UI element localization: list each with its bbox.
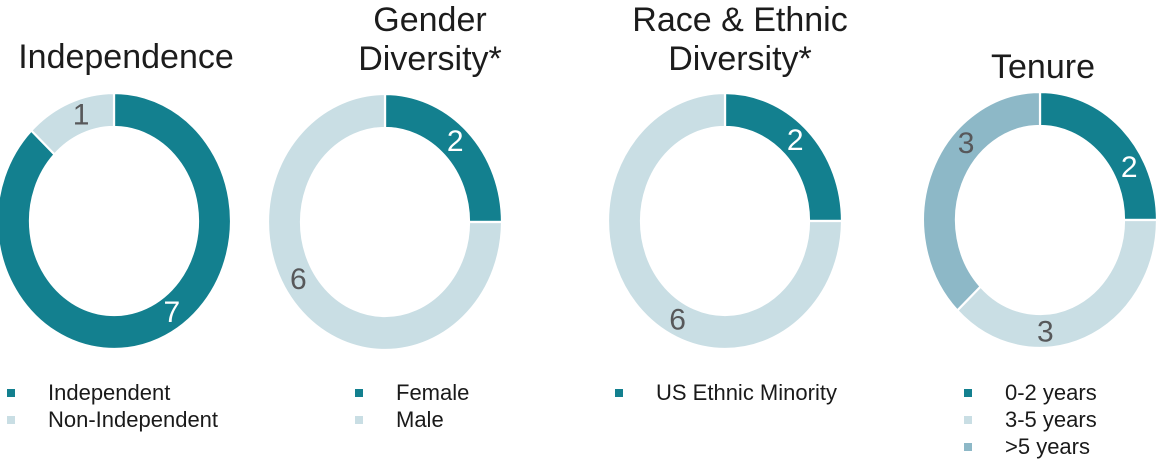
slice-value-label: 7 xyxy=(164,296,181,329)
legend-item: Independent xyxy=(7,379,218,406)
legend-gender-diversity: Female Male xyxy=(355,379,469,433)
slice-value-label: 3 xyxy=(958,127,975,160)
donut-slice-non-independent xyxy=(29,91,116,157)
legend-swatch-independent xyxy=(7,388,15,397)
slice-value-label: 6 xyxy=(290,263,307,296)
chart-title-tenure: Tenure xyxy=(991,48,1095,87)
donut-ring-gender-diversity: 26 xyxy=(266,92,504,352)
legend-tenure: 0-2 years 3-5 years >5 years xyxy=(964,379,1097,460)
legend-label-0-2-years: 0-2 years xyxy=(1005,380,1097,405)
legend-label-female: Female xyxy=(396,380,470,405)
legend-item: Non-Independent xyxy=(7,406,218,433)
legend-swatch-0-2-years xyxy=(964,388,972,397)
slice-value-label: 3 xyxy=(1037,315,1054,348)
donut-ring-race-ethnic-diversity: 26 xyxy=(606,91,844,351)
chart-title-race-ethnic-diversity: Race & Ethnic Diversity* xyxy=(632,1,847,79)
chart-title-independence: Independence xyxy=(18,38,234,77)
legend-label-3-5-years: 3-5 years xyxy=(1005,407,1097,432)
title-line: Tenure xyxy=(991,48,1095,86)
legend-label-non-independent: Non-Independent xyxy=(48,407,219,432)
title-line: Diversity* xyxy=(358,40,502,78)
donut-slice-3-5-years xyxy=(955,218,1159,350)
legend-swatch-3-5-years xyxy=(964,415,972,424)
title-line: Independence xyxy=(18,38,234,76)
legend-swatch-female xyxy=(355,388,363,397)
legend-label-over-5-years: >5 years xyxy=(1005,434,1090,459)
legend-independence: Independent Non-Independent xyxy=(7,379,218,433)
slice-value-label: 2 xyxy=(1121,151,1138,184)
title-line: Diversity* xyxy=(668,40,812,78)
chart-title-gender-diversity: Gender Diversity* xyxy=(358,1,502,79)
donut-ring-tenure: 2 3 3 xyxy=(921,90,1159,350)
slice-value-label: 2 xyxy=(447,125,464,158)
legend-item: US Ethnic Minority xyxy=(615,379,837,406)
legend-label-independent: Independent xyxy=(48,380,171,405)
title-line: Gender xyxy=(373,1,487,39)
legend-swatch-non-independent xyxy=(7,415,15,424)
legend-swatch-us-ethnic-minority xyxy=(615,388,623,397)
title-line: Race & Ethnic xyxy=(632,1,848,39)
donut-slice-male xyxy=(266,92,504,352)
donut-slice-5-years xyxy=(921,90,1042,313)
legend-item: >5 years xyxy=(964,433,1097,460)
legend-race-ethnic-diversity: US Ethnic Minority xyxy=(615,379,837,406)
donut-ring-independence: 71 xyxy=(0,91,233,351)
legend-label-us-ethnic-minority: US Ethnic Minority xyxy=(656,380,837,405)
donut-slice-us-ethnic-minority xyxy=(723,91,844,223)
legend-item: 0-2 years xyxy=(964,379,1097,406)
donut-slice-segment-1 xyxy=(606,91,844,351)
slice-value-label: 6 xyxy=(669,303,686,336)
legend-item: Male xyxy=(355,406,469,433)
legend-item: 3-5 years xyxy=(964,406,1097,433)
slice-value-label: 2 xyxy=(787,124,804,157)
legend-label-male: Male xyxy=(396,407,444,432)
slice-value-label: 1 xyxy=(73,99,90,132)
donut-slice-0-2-years xyxy=(1038,90,1159,222)
legend-swatch-over-5-years xyxy=(964,442,972,451)
legend-item: Female xyxy=(355,379,469,406)
donut-slice-independent xyxy=(0,91,233,351)
legend-swatch-male xyxy=(355,415,363,424)
donut-slice-female xyxy=(383,92,504,224)
